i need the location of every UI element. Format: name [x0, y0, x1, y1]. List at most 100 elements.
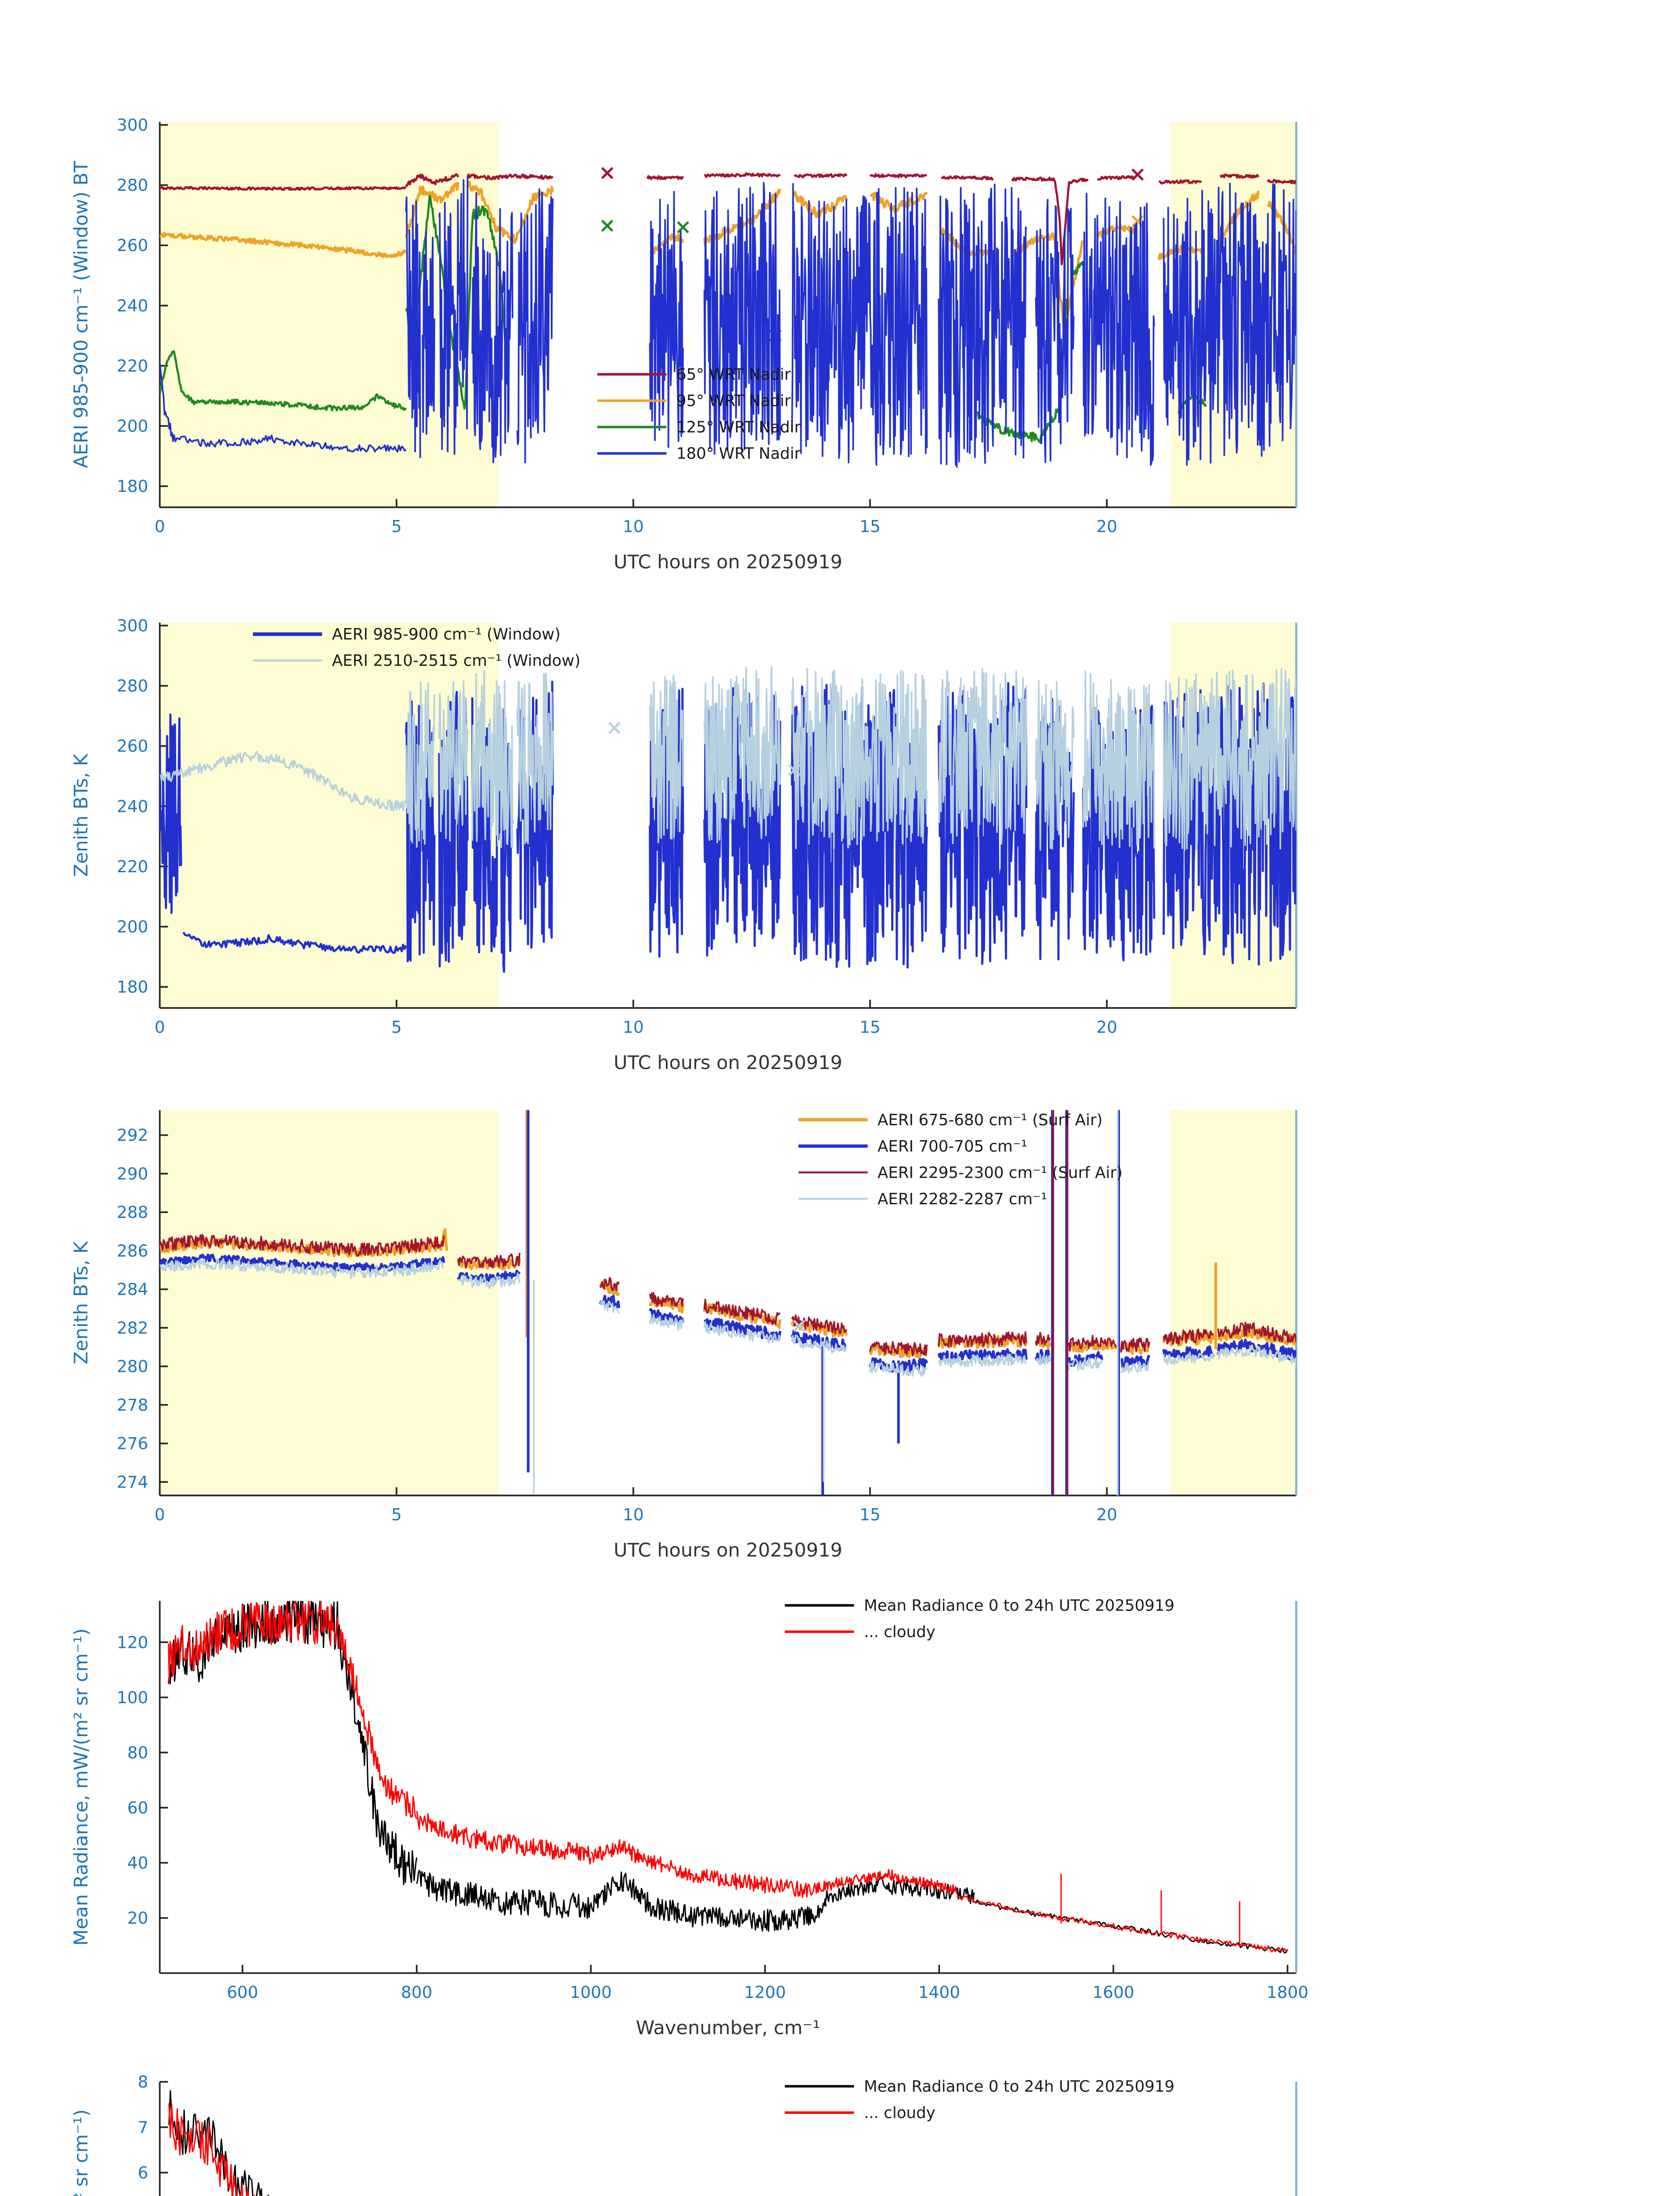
series-line-aeri-2295-2300-surfair	[1217, 1322, 1297, 1343]
series-group	[168, 2090, 269, 2196]
series-line-125deg-wrt-nadir	[1073, 261, 1084, 275]
series-line-mean-radiance-cloudy	[416, 1811, 592, 1865]
y-tick-label: 180	[117, 977, 148, 997]
y-tick-label: 240	[117, 296, 148, 315]
legend-label: AERI 2295-2300 cm⁻¹ (Surf Air)	[878, 1164, 1123, 1182]
series-line-180deg-wrt-nadir	[649, 191, 684, 448]
x-tick-label: 0	[155, 516, 165, 536]
legend-label: AERI 2510-2515 cm⁻¹ (Window)	[332, 652, 581, 670]
marker-x-125deg-wrt-nadir	[601, 220, 614, 232]
series-line-aeri-700-705	[900, 1358, 929, 1372]
series-line-aeri-2295-2300-surfair	[599, 1277, 620, 1291]
series-line-aeri-2282-2287	[599, 1300, 620, 1314]
chart-radiance-1800-3000: 1800200022002400260028003000012345678Wav…	[70, 2072, 1297, 2196]
y-tick-label: 100	[117, 1688, 148, 1707]
x-axis-label: UTC hours on 20250919	[614, 551, 842, 573]
series-line-180deg-wrt-nadir	[438, 176, 469, 455]
series-group	[159, 167, 1297, 468]
series-line-aeri-2295-2300-surfair	[159, 1234, 445, 1257]
series-line-mean-radiance-all	[168, 2090, 269, 2196]
series-line-180deg-wrt-nadir	[516, 188, 554, 463]
x-tick-label: 15	[860, 1505, 881, 1524]
shaded-region	[159, 1110, 499, 1495]
series-line-aeri-2510-2515-window	[438, 680, 469, 842]
x-tick-label: 20	[1096, 1017, 1117, 1037]
x-tick-label: 10	[623, 1505, 644, 1524]
series-line-aeri-2510-2515-window	[791, 668, 928, 849]
series-line-aeri-2282-2287	[1068, 1356, 1103, 1371]
series-line-mean-radiance-cloudy	[677, 1865, 809, 1898]
series-line-aeri-675-680-surfair	[159, 1237, 445, 1258]
x-tick-label: 15	[860, 1017, 881, 1037]
y-tick-label: 292	[117, 1126, 148, 1145]
y-tick-label: 8	[138, 2072, 148, 2091]
legend-label: 180° WRT Nadir	[676, 445, 801, 463]
x-tick-label: 10	[623, 516, 644, 536]
y-tick-label: 286	[117, 1241, 148, 1261]
series-line-180deg-wrt-nadir	[1163, 183, 1297, 466]
y-tick-label: 180	[117, 477, 148, 496]
series-line-180deg-wrt-nadir	[159, 361, 175, 442]
series-line-aeri-2282-2287	[938, 1353, 1026, 1368]
series-line-95deg-wrt-nadir	[793, 191, 848, 219]
series-line-aeri-2282-2287	[458, 1272, 520, 1289]
shaded-region	[1171, 1110, 1297, 1495]
series-line-aeri-2282-2287	[1036, 1354, 1051, 1365]
y-tick-label: 276	[117, 1434, 148, 1453]
series-line-180deg-wrt-nadir	[703, 182, 781, 455]
legend-label: AERI 675-680 cm⁻¹ (Surf Air)	[878, 1111, 1103, 1129]
series-line-95deg-wrt-nadir	[159, 232, 407, 259]
series-group	[159, 1110, 1297, 1495]
x-tick-label: 1200	[744, 1983, 786, 2002]
x-tick-label: 1800	[1267, 1983, 1308, 2002]
y-tick-label: 274	[117, 1472, 148, 1492]
series-line-aeri-2295-2300-surfair	[703, 1299, 780, 1326]
x-tick-label: 0	[155, 1017, 165, 1037]
series-line-65deg-wrt-nadir	[646, 175, 684, 181]
series-line-aeri-2295-2300-surfair	[649, 1292, 684, 1307]
y-tick-label: 260	[117, 236, 148, 255]
series-line-aeri-2510-2515-window	[1082, 670, 1155, 849]
series-line-aeri-2295-2300-surfair	[1120, 1337, 1150, 1353]
y-tick-label: 300	[117, 115, 148, 134]
legend-label: AERI 985-900 cm⁻¹ (Window)	[332, 625, 560, 643]
series-line-180deg-wrt-nadir	[173, 434, 407, 453]
chart-radiance-500-1800: 600 800 1000 1200 1400 1600 1800 20 40 60 80 100 120…	[70, 1597, 1308, 2039]
y-tick-label: 282	[117, 1318, 148, 1337]
series-line-aeri-2510-2515-window	[159, 751, 407, 812]
x-tick-label: 1600	[1092, 1983, 1134, 2002]
series-line-aeri-2282-2287	[791, 1334, 847, 1354]
y-tick-label: 200	[117, 416, 148, 436]
series-line-mean-radiance-all	[825, 1876, 975, 1904]
legend-label: AERI 700-705 cm⁻¹	[878, 1138, 1027, 1156]
series-line-aeri-2295-2300-surfair	[1068, 1335, 1117, 1352]
x-tick-label: 20	[1096, 1505, 1117, 1524]
series-line-aeri-2510-2515-window	[405, 681, 435, 848]
series-group	[159, 666, 1297, 973]
marker-x-aeri-2510-2515-window	[788, 764, 801, 777]
series-line-mean-radiance-cloudy	[168, 1601, 339, 1684]
y-tick-label: 280	[117, 676, 148, 696]
y-axis-label: Zenith BTs, K	[70, 753, 92, 877]
series-line-65deg-wrt-nadir	[793, 173, 848, 179]
series-line-95deg-wrt-nadir	[1219, 190, 1260, 240]
y-tick-label: 200	[117, 917, 148, 936]
x-tick-label: 1400	[918, 1983, 960, 2002]
y-tick-label: 284	[117, 1280, 148, 1299]
x-axis-label: UTC hours on 20250919	[614, 1539, 842, 1561]
series-line-aeri-2510-2515-window	[471, 670, 513, 849]
x-tick-label: 10	[623, 1017, 644, 1037]
series-line-aeri-2510-2515-window	[703, 666, 781, 843]
legend-label: Mean Radiance 0 to 24h UTC 20250919	[864, 2078, 1174, 2096]
y-tick-label: 40	[127, 1853, 148, 1873]
series-group	[168, 1601, 1288, 1954]
x-axis-label: UTC hours on 20250919	[614, 1052, 842, 1074]
series-line-65deg-wrt-nadir	[1267, 179, 1297, 184]
series-line-aeri-2282-2287	[159, 1257, 444, 1279]
series-line-aeri-2282-2287	[649, 1314, 684, 1331]
series-line-180deg-wrt-nadir	[1035, 199, 1075, 463]
marker-x-65deg-wrt-nadir	[601, 167, 614, 179]
series-line-aeri-2510-2515-window	[1163, 668, 1297, 851]
series-line-mean-radiance-cloudy	[590, 1839, 679, 1877]
